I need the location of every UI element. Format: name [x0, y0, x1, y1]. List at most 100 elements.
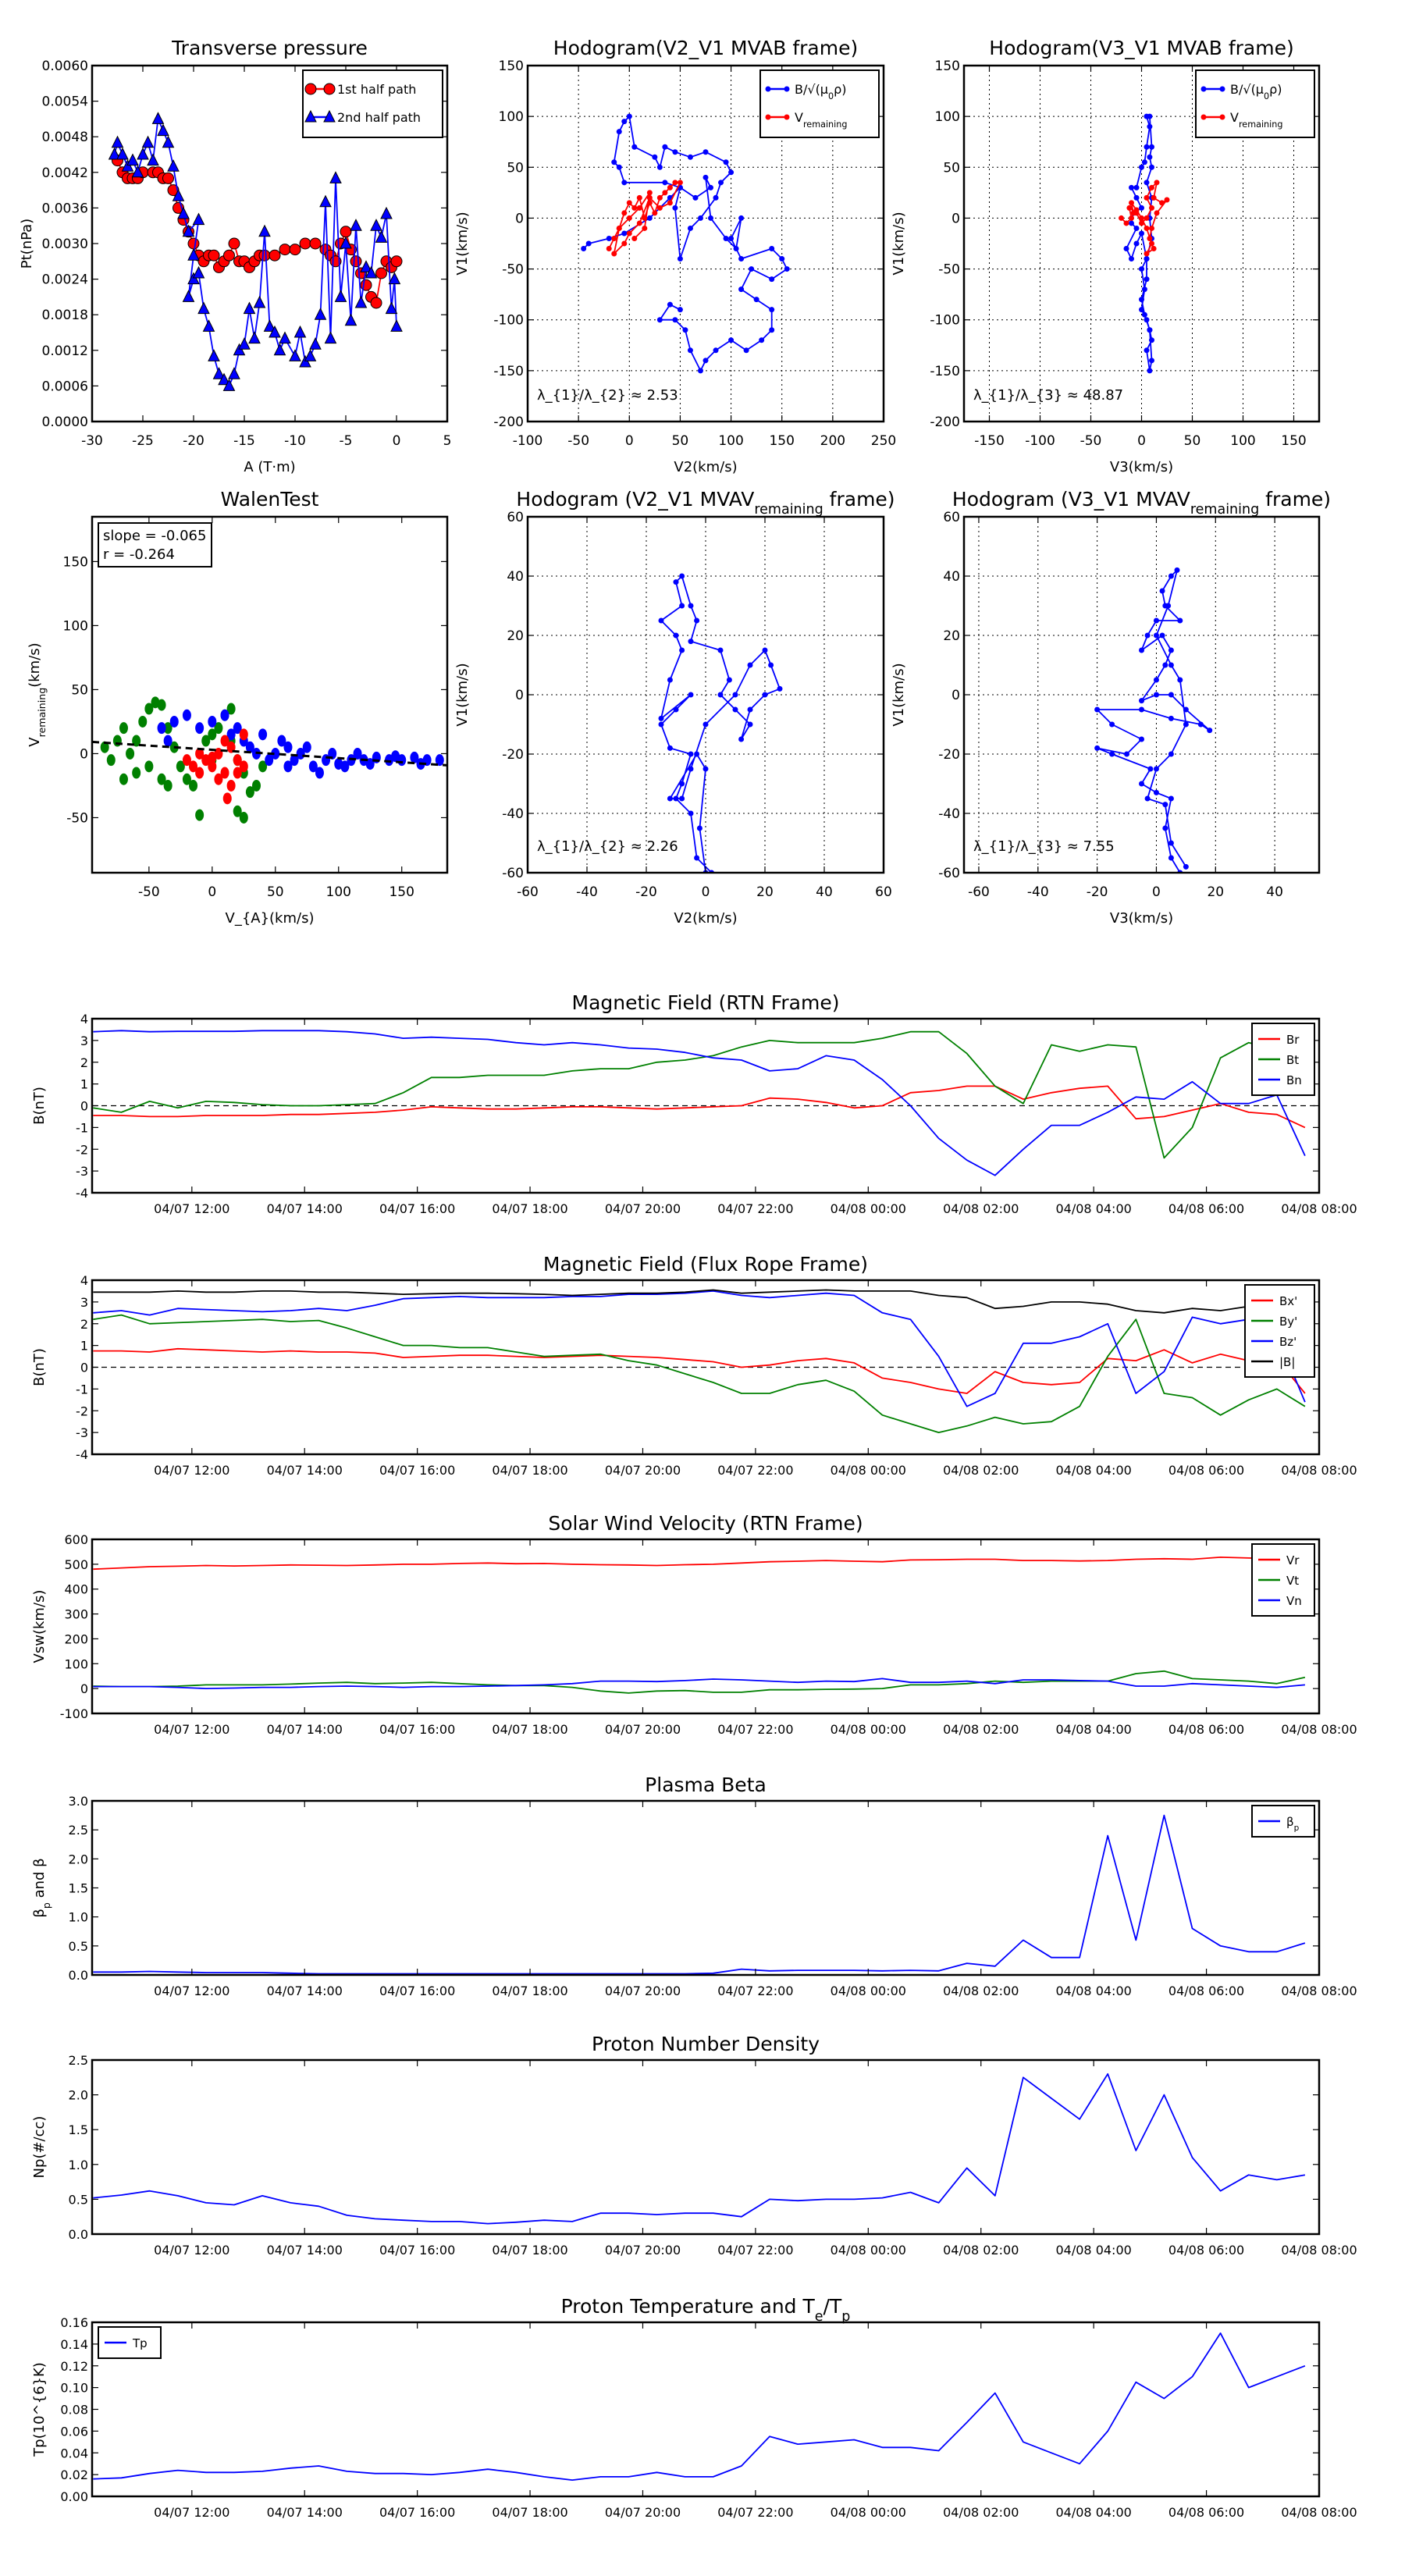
- data-point: [309, 237, 322, 250]
- legend-item: 1st half path: [304, 82, 416, 97]
- data-point: [626, 230, 632, 237]
- data-point: [1144, 632, 1151, 639]
- y-tick-label: 2.0: [69, 2088, 88, 2103]
- data-point: [662, 180, 668, 186]
- data-point: [243, 301, 256, 315]
- data-point: [302, 741, 311, 753]
- data-point: [218, 372, 230, 386]
- plot-area: [658, 573, 783, 873]
- legend-item: 2nd half path: [304, 109, 421, 125]
- y-tick-label: -4: [76, 1186, 88, 1201]
- x-tick-label: -10: [284, 433, 306, 449]
- y-axis-label: Tp(10^{6}K): [31, 2362, 48, 2457]
- data-point: [269, 325, 281, 338]
- x-axis-label: V_{A}(km/s): [226, 910, 315, 927]
- data-point: [636, 205, 642, 211]
- data-point: [697, 215, 703, 221]
- y-tick-label: 50: [943, 160, 960, 176]
- data-point: [1144, 144, 1150, 150]
- data-point: [667, 200, 673, 206]
- data-point: [723, 235, 729, 241]
- y-tick-label: 0: [80, 1361, 88, 1375]
- data-point: [642, 215, 648, 221]
- y-tick-label: 0: [80, 746, 88, 762]
- y-tick-label: 3.0: [69, 1794, 88, 1809]
- x-tick-label: 04/07 14:00: [267, 1201, 343, 1216]
- x-tick-label: 50: [1184, 433, 1201, 449]
- y-tick-label: 0.0: [69, 1968, 88, 1983]
- x-tick-label: 04/07 18:00: [492, 1984, 567, 1998]
- data-point: [702, 358, 709, 364]
- x-tick-label: 04/08 04:00: [1056, 1463, 1132, 1478]
- x-tick-label: 04/08 04:00: [1056, 2505, 1132, 2520]
- data-point: [258, 249, 271, 262]
- data-point: [1162, 662, 1168, 668]
- data-point: [1139, 215, 1144, 221]
- data-point: [1094, 745, 1101, 751]
- data-point: [611, 251, 617, 257]
- y-tick-label: -1: [76, 1382, 88, 1397]
- x-tick-label: -60: [517, 884, 539, 900]
- data-point: [119, 773, 128, 785]
- y-tick-label: 2.5: [69, 2053, 88, 2068]
- data-point: [621, 119, 628, 125]
- chart-title: Solar Wind Velocity (RTN Frame): [548, 1512, 863, 1535]
- data-point: [1129, 256, 1134, 262]
- data-point: [621, 240, 628, 247]
- x-tick-label: 04/07 18:00: [492, 2243, 567, 2258]
- x-tick-label: -20: [635, 884, 657, 900]
- y-tick-label: 0: [951, 688, 960, 703]
- data-point: [1219, 86, 1225, 92]
- data-point: [1200, 86, 1207, 92]
- data-point: [692, 194, 699, 201]
- y-axis-label: V1(km/s): [891, 212, 907, 275]
- legend-label: Tp: [132, 2336, 148, 2350]
- fit-stat-text: slope = -0.065: [103, 528, 206, 544]
- chart-hodogram-v3-v1-mvab: -150 -100 -50 0 50 100 150 -200 -150 -100 -50 0 50 10…: [891, 37, 1321, 475]
- y-tick-label: -2: [76, 1404, 88, 1418]
- y-tick-label: 0: [515, 211, 524, 226]
- y-tick-label: 0: [80, 1099, 88, 1114]
- x-tick-label: 04/07 14:00: [267, 2243, 343, 2258]
- data-point: [1144, 256, 1150, 262]
- x-tick-label: 04/07 22:00: [717, 1201, 793, 1216]
- data-point: [713, 347, 719, 354]
- x-tick-label: 04/08 00:00: [831, 1984, 906, 1998]
- data-point: [1149, 164, 1154, 170]
- data-point: [163, 735, 173, 747]
- y-tick-label: 0.0006: [42, 379, 88, 394]
- data-point: [1183, 863, 1189, 870]
- data-point: [717, 647, 724, 653]
- data-point: [728, 169, 735, 176]
- data-point: [1147, 123, 1153, 130]
- x-tick-label: 100: [1230, 433, 1255, 449]
- data-point: [672, 180, 678, 186]
- y-tick-label: 0.0000: [42, 415, 88, 430]
- data-point: [769, 276, 775, 283]
- data-point: [702, 149, 709, 155]
- data-point: [769, 327, 775, 333]
- data-point: [726, 677, 732, 683]
- x-tick-label: 04/07 18:00: [492, 1722, 567, 1737]
- x-tick-label: 0: [1152, 884, 1161, 900]
- data-point: [177, 206, 190, 219]
- y-tick-label: 0: [80, 1681, 88, 1696]
- y-axis-label: V1(km/s): [891, 663, 907, 726]
- data-point: [687, 225, 693, 231]
- data-point: [226, 703, 236, 715]
- y-tick-label: 3: [80, 1034, 88, 1048]
- legend: 1st half path 2nd half path: [302, 69, 443, 138]
- data-point: [147, 153, 159, 166]
- data-point: [679, 795, 685, 802]
- data-point: [769, 307, 775, 313]
- y-tick-label: 150: [935, 59, 960, 74]
- data-point: [138, 715, 148, 728]
- data-point: [1183, 706, 1189, 713]
- x-tick-label: 100: [326, 884, 351, 900]
- y-tick-label: -50: [938, 262, 960, 278]
- data-point: [269, 249, 281, 262]
- data-point: [385, 301, 398, 315]
- series-line-0: [93, 1814, 1306, 1975]
- data-point: [646, 190, 653, 196]
- data-point: [1144, 347, 1150, 354]
